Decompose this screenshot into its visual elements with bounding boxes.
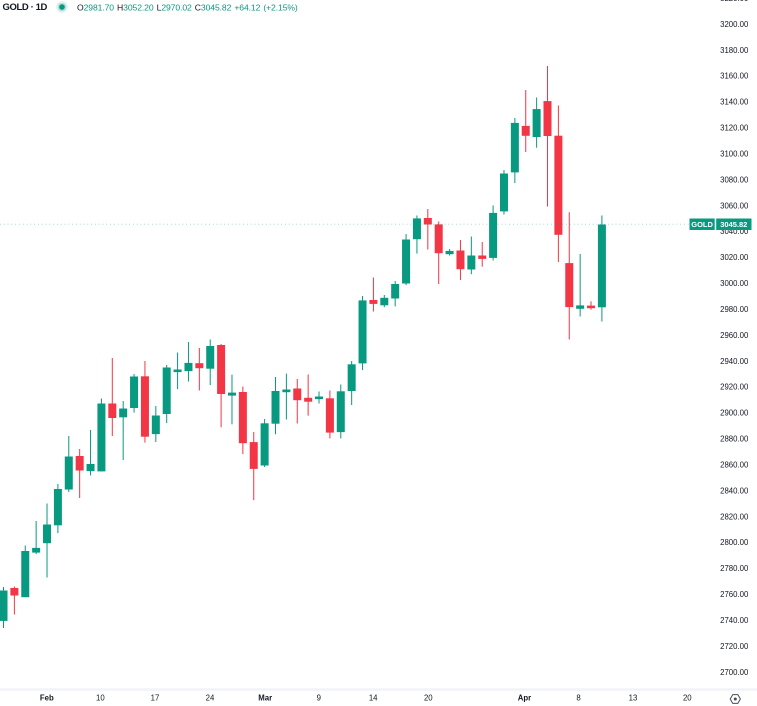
svg-text:2920.00: 2920.00 (720, 383, 749, 392)
svg-text:2980.00: 2980.00 (720, 305, 749, 314)
svg-text:2940.00: 2940.00 (720, 357, 749, 366)
svg-text:GOLD · 1D: GOLD · 1D (3, 2, 48, 13)
svg-text:2700.00: 2700.00 (720, 668, 749, 677)
svg-text:3220.00: 3220.00 (720, 0, 749, 3)
svg-text:20: 20 (424, 694, 433, 703)
svg-text:2800.00: 2800.00 (720, 538, 749, 547)
svg-text:Mar: Mar (258, 694, 272, 703)
svg-text:3080.00: 3080.00 (720, 175, 749, 184)
svg-text:13: 13 (629, 694, 638, 703)
svg-text:3120.00: 3120.00 (720, 124, 749, 133)
svg-text:8: 8 (576, 694, 580, 703)
svg-text:3180.00: 3180.00 (720, 46, 749, 55)
svg-text:GOLD: GOLD (691, 220, 713, 229)
svg-text:O2981.70 H3052.20 L2970.02 C30: O2981.70 H3052.20 L2970.02 C3045.82 +64.… (77, 3, 298, 13)
svg-text:2880.00: 2880.00 (720, 435, 749, 444)
svg-text:9: 9 (317, 694, 321, 703)
svg-text:2900.00: 2900.00 (720, 409, 749, 418)
svg-text:Feb: Feb (40, 694, 54, 703)
svg-text:3020.00: 3020.00 (720, 253, 749, 262)
svg-text:10: 10 (96, 694, 105, 703)
svg-text:2720.00: 2720.00 (720, 642, 749, 651)
svg-text:3000.00: 3000.00 (720, 279, 749, 288)
svg-text:2840.00: 2840.00 (720, 486, 749, 495)
svg-text:2740.00: 2740.00 (720, 616, 749, 625)
svg-text:3100.00: 3100.00 (720, 150, 749, 159)
svg-text:14: 14 (369, 694, 378, 703)
svg-text:3160.00: 3160.00 (720, 72, 749, 81)
svg-text:3200.00: 3200.00 (720, 20, 749, 29)
svg-text:2860.00: 2860.00 (720, 461, 749, 470)
svg-text:2960.00: 2960.00 (720, 331, 749, 340)
svg-text:2760.00: 2760.00 (720, 590, 749, 599)
svg-text:3040.00: 3040.00 (720, 227, 749, 236)
svg-text:Apr: Apr (518, 694, 531, 703)
svg-text:2780.00: 2780.00 (720, 564, 749, 573)
svg-text:20: 20 (683, 694, 692, 703)
svg-text:17: 17 (151, 694, 160, 703)
svg-text:3140.00: 3140.00 (720, 98, 749, 107)
svg-text:24: 24 (206, 694, 215, 703)
svg-text:3045.82: 3045.82 (720, 220, 747, 229)
svg-text:2820.00: 2820.00 (720, 512, 749, 521)
svg-text:3060.00: 3060.00 (720, 201, 749, 210)
